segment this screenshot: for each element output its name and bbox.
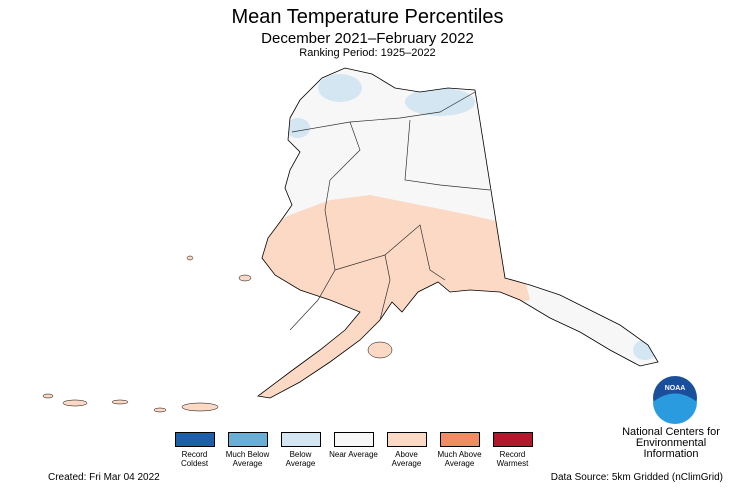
legend-swatch (439, 432, 480, 447)
above-region (258, 195, 530, 398)
logo-text: National Centers for Environmental Informa… (612, 427, 730, 460)
legend-swatch (386, 432, 427, 447)
subtitle: December 2021–February 2022 (261, 30, 474, 47)
legend-item: Much Above Average (433, 432, 486, 468)
legend: Record Coldest Much Below Average Below Av… (168, 432, 539, 468)
legend-swatch (333, 432, 374, 447)
legend-swatch (280, 432, 321, 447)
division-lines (289, 91, 491, 331)
legend-swatch (227, 432, 268, 447)
legend-item: Above Average (380, 432, 433, 468)
legend-item: Below Average (274, 432, 327, 468)
logo-mark: NOAA (665, 385, 686, 392)
logo-line: Environmental (635, 437, 707, 449)
logo-line: National Centers for (622, 426, 720, 438)
below-region (318, 74, 362, 102)
source: Data Source: 5km Gridded (nClimGrid) (550, 472, 723, 483)
legend-label: Much Above Average (437, 450, 482, 468)
legend-item: Near Average (327, 432, 380, 468)
below-region (286, 118, 310, 138)
created: Created: Fri Mar 04 2022 (48, 472, 160, 483)
legend-item: Much Below Average (221, 432, 274, 468)
legend-label: Record Warmest (496, 450, 529, 468)
ranking-period: Ranking Period: 1925–2022 (299, 47, 436, 59)
legend-item: Record Warmest (486, 432, 539, 468)
legend-label: Above Average (391, 450, 422, 468)
islands (42, 255, 393, 413)
logo-line: Information (643, 448, 699, 460)
legend-label: Below Average (285, 450, 316, 468)
noaa-logo-wave (653, 393, 697, 424)
title: Mean Temperature Percentiles (231, 6, 504, 28)
legend-swatch (174, 432, 215, 447)
below-region (405, 88, 475, 116)
legend-swatch (492, 432, 533, 447)
legend-label: Near Average (329, 450, 378, 459)
legend-label: Record Coldest (180, 450, 209, 468)
legend-item: Record Coldest (168, 432, 221, 468)
legend-label: Much Below Average (225, 450, 270, 468)
